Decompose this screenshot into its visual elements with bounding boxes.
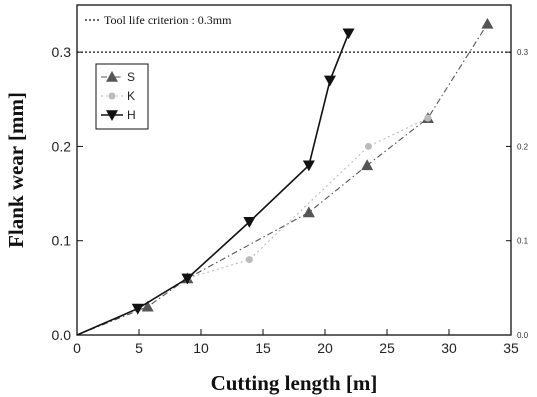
legend-label-k: K	[127, 89, 135, 103]
x-axis-title: Cutting length [m]	[211, 371, 378, 395]
series-k	[76, 114, 432, 336]
series-line-k	[76, 117, 429, 336]
x-tick-label: 0	[73, 340, 81, 356]
series-h	[76, 28, 355, 336]
legend: SKH	[95, 63, 149, 130]
data-point-h	[131, 303, 144, 315]
series-layer	[76, 17, 494, 336]
criterion-layer: Tool life criterion : 0.3mm	[77, 13, 511, 53]
data-point-h	[243, 217, 256, 228]
legend-marker-h	[106, 110, 118, 121]
data-point-k	[424, 114, 432, 122]
data-point-s	[302, 206, 315, 218]
data-point-h	[302, 160, 315, 172]
data-point-k	[245, 256, 253, 264]
criterion-label: Tool life criterion : 0.3mm	[104, 13, 232, 27]
legend-marker-s	[106, 71, 118, 82]
y-axis-title: Flank wear [mm]	[4, 92, 28, 248]
data-point-h	[323, 75, 336, 87]
data-point-s	[481, 17, 494, 29]
x-tick-label: 30	[441, 340, 457, 356]
x-tick-label: 15	[255, 340, 271, 356]
y-tick-label: 0.3	[52, 44, 72, 60]
legend-label-h: H	[127, 108, 136, 122]
x-tick-label: 35	[503, 340, 519, 356]
data-point-s	[141, 300, 154, 312]
y-tick-label: 0.2	[52, 138, 72, 154]
ticks-layer: 0 5 10 15 20 25 30 350.0 0.00.1 0.10.2 0.20.3 0.3	[52, 44, 529, 356]
y-tick-label: 0.1	[52, 233, 72, 249]
x-tick-label: 5	[135, 340, 143, 356]
x-tick-label: 20	[317, 340, 333, 356]
y-tick-label: 0.0	[52, 327, 72, 343]
right-y-tick-label: 0.0	[517, 331, 529, 340]
legend-label-s: S	[127, 70, 135, 84]
legend-marker-k	[108, 92, 116, 100]
data-point-h	[181, 273, 194, 285]
data-point-h	[342, 28, 355, 40]
data-point-s	[361, 159, 374, 171]
right-y-tick-label: 0.1	[517, 237, 529, 246]
data-point-k	[364, 142, 372, 150]
plot-frame	[76, 4, 512, 336]
right-y-tick-label: 0.3	[517, 48, 529, 57]
x-tick-label: 10	[193, 340, 209, 356]
right-y-tick-label: 0.2	[517, 142, 529, 151]
x-tick-label: 25	[379, 340, 395, 356]
